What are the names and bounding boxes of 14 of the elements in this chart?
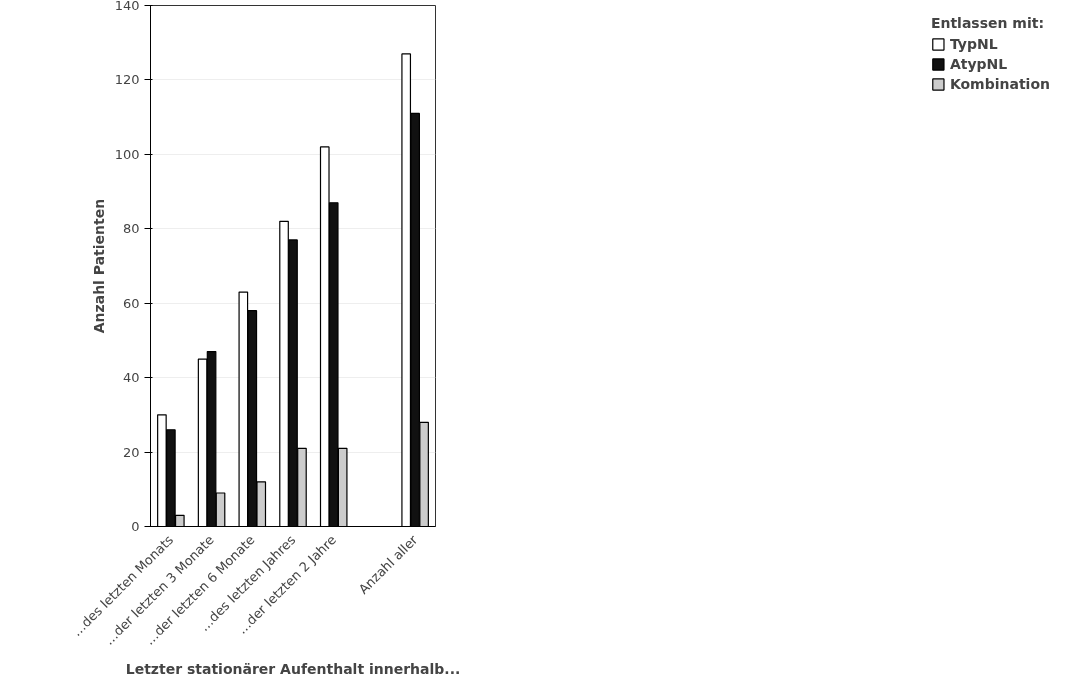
y-axis-title: Anzahl Patienten [90, 198, 107, 334]
y-tick-label: 40 [122, 370, 140, 386]
y-tick-label: 20 [122, 444, 140, 460]
y-tick-label: 100 [114, 146, 140, 162]
x-axis-title: Letzter stationärer Aufenthalt innerhalb... [125, 661, 461, 678]
y-tick-label: 60 [122, 295, 140, 311]
y-tick-label: 80 [122, 221, 140, 237]
legend-title: Entlassen mit: [930, 15, 1046, 31]
y-tick-label: 0 [131, 519, 140, 534]
legend-label: AtypNL [949, 56, 1008, 72]
y-tick-label: 120 [114, 72, 140, 88]
legend-label: Kombination [949, 76, 1050, 92]
y-tick-label: 140 [114, 0, 140, 13]
legend-label: TypNL [949, 36, 998, 52]
